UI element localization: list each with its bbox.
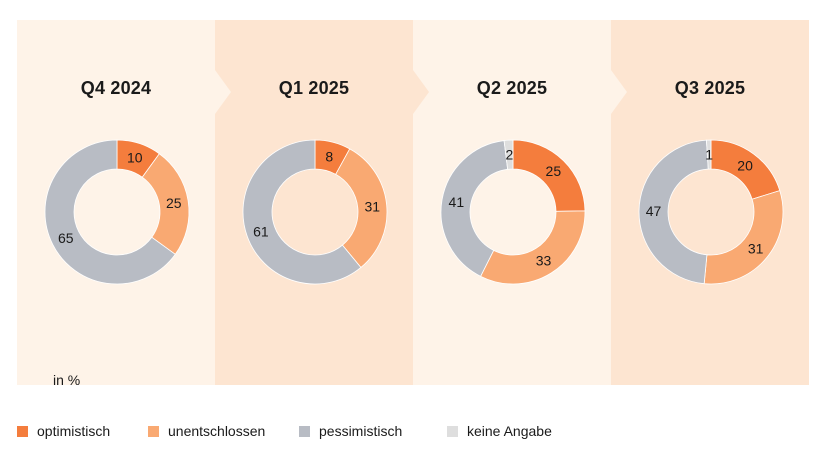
slice-value-label: 1 bbox=[705, 147, 713, 163]
slice-value-label: 61 bbox=[253, 223, 269, 239]
slice-value-label: 25 bbox=[166, 195, 182, 211]
slice-value-label: 2 bbox=[506, 147, 514, 163]
donut-slice-unentschlossen bbox=[480, 210, 586, 285]
donut-slice-pessimistisch bbox=[440, 140, 509, 277]
slice-value-label: 31 bbox=[748, 240, 764, 256]
chevron-arrow bbox=[611, 70, 627, 114]
legend-swatch bbox=[148, 425, 159, 437]
chevron-arrow bbox=[413, 70, 429, 114]
slice-value-label: 41 bbox=[449, 194, 465, 210]
legend-label: keine Angabe bbox=[467, 423, 552, 439]
legend-swatch bbox=[447, 425, 458, 437]
quarter-title: Q1 2025 bbox=[278, 78, 350, 98]
slice-value-label: 20 bbox=[737, 158, 753, 174]
panel-chevrons bbox=[215, 70, 627, 114]
legend-swatch bbox=[299, 425, 310, 437]
donut-charts: 10 25 65 8 31 61 25 33 41 2 20 31 47 1 bbox=[44, 139, 784, 285]
legend-label: optimistisch bbox=[37, 423, 111, 439]
chart-area: Q4 2024 Q1 2025 Q2 2025 Q3 2025 10 25 65 8 3… bbox=[17, 20, 809, 388]
quarter-title: Q4 2024 bbox=[80, 78, 152, 98]
chevron-arrow bbox=[215, 70, 231, 114]
donut-slice-keine-angabe bbox=[706, 139, 712, 170]
legend-item-optimistisch: optimistisch bbox=[17, 423, 110, 439]
donut-slice-keine-angabe bbox=[503, 139, 514, 170]
legend-item-unentschlossen: unentschlossen bbox=[148, 423, 265, 439]
slice-value-label: 47 bbox=[646, 203, 662, 219]
slice-value-label: 33 bbox=[536, 253, 552, 269]
donut-slice-pessimistisch bbox=[44, 139, 176, 285]
quarter-title: Q2 2025 bbox=[476, 78, 548, 98]
slice-value-label: 8 bbox=[325, 148, 333, 164]
legend-label: pessimistisch bbox=[319, 423, 403, 439]
legend-item-pessimistisch: pessimistisch bbox=[299, 423, 402, 439]
quarter-title: Q3 2025 bbox=[674, 78, 746, 98]
donut-slice-pessimistisch bbox=[242, 139, 362, 285]
legend-label: unentschlossen bbox=[168, 423, 266, 439]
slice-value-label: 10 bbox=[127, 149, 143, 165]
slice-value-label: 65 bbox=[58, 230, 74, 246]
legend-swatch bbox=[17, 425, 28, 437]
legend-item-keine-angabe: keine Angabe bbox=[447, 423, 552, 439]
donut-slice-unentschlossen bbox=[703, 190, 784, 285]
slice-value-label: 31 bbox=[364, 199, 380, 215]
unit-note: in % bbox=[53, 372, 81, 388]
slice-value-label: 25 bbox=[546, 163, 562, 179]
donut-slice-pessimistisch bbox=[638, 139, 709, 285]
